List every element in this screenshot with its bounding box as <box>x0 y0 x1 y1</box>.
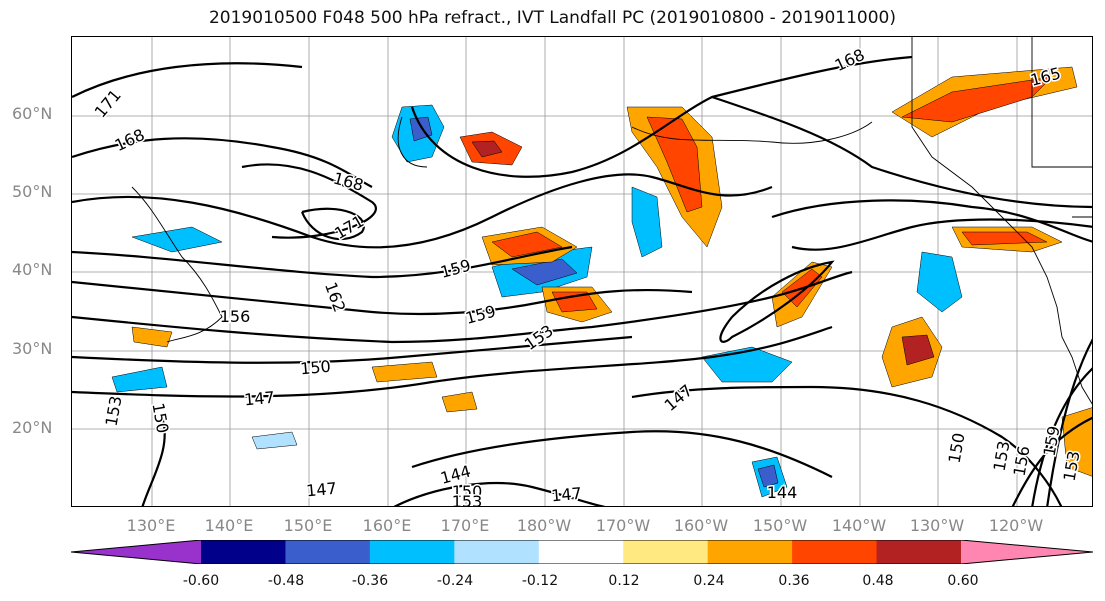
colorbar-tick: 0.48 <box>862 573 894 589</box>
anomaly-shading <box>111 66 1092 498</box>
contour-label: 150 <box>452 482 483 501</box>
colorbar-bin <box>285 540 371 564</box>
contour-label: 147 <box>661 381 697 415</box>
contour-label: 168 <box>331 169 365 195</box>
colorbar-tick: 0.36 <box>778 573 810 589</box>
shade-darkred-bering <box>471 140 503 158</box>
shade-red-coast <box>961 231 1048 246</box>
lat-label-30n: 30°N <box>12 339 53 358</box>
colorbar-tick: 0.12 <box>608 573 640 589</box>
colorbar-bin <box>538 540 624 564</box>
lon-label-130w: 130°W <box>909 516 965 535</box>
colorbar-bin <box>369 540 455 564</box>
contour-label: 156 <box>1010 444 1034 477</box>
shade-red-40n <box>491 231 563 258</box>
contour-label: 147 <box>305 479 337 501</box>
shade-orange-japan <box>131 326 173 348</box>
colorbar-tick: 0.60 <box>947 573 979 589</box>
colorbar-tick: -0.12 <box>521 573 559 589</box>
shade-blue-140e <box>131 226 223 253</box>
height-contours <box>72 55 1092 506</box>
lon-label-160w: 160°W <box>673 516 729 535</box>
contour-label: 153 <box>990 439 1014 472</box>
lon-label-170w: 170°W <box>595 516 651 535</box>
contour-label: 168 <box>832 45 868 75</box>
colorbar-tick: -0.24 <box>436 573 474 589</box>
lon-label-170e: 170°E <box>440 516 490 535</box>
shade-blue-mid <box>631 186 663 258</box>
colorbar-bin <box>792 540 878 564</box>
shade-blue-west <box>111 366 168 393</box>
contour-label: 153 <box>102 394 126 427</box>
contour-label: 147 <box>243 388 275 410</box>
contour-label: 159 <box>438 256 472 282</box>
colorbar-bin <box>201 540 286 564</box>
colorbar-tick: -0.36 <box>351 573 389 589</box>
lon-label-150e: 150°E <box>283 516 333 535</box>
lat-label-40n: 40°N <box>12 260 53 279</box>
shade-darkred-30n-east <box>901 334 935 366</box>
contour-label: 153 <box>452 492 483 507</box>
contour-label: 168 <box>112 125 148 155</box>
colorbar-tick: -0.60 <box>182 573 220 589</box>
coastlines <box>131 37 1092 405</box>
contour-label: 144 <box>438 462 472 488</box>
colorbar-bin <box>454 540 540 564</box>
contour-label: 150 <box>945 431 969 464</box>
map-title: 2019010500 F048 500 hPa refract., IVT La… <box>208 8 896 28</box>
colorbar-bin <box>707 540 793 564</box>
contour-label: 147 <box>550 484 582 506</box>
shade-blue-lightfill <box>251 431 298 450</box>
lon-label-150w: 150°W <box>752 516 808 535</box>
lon-label-120w: 120°W <box>988 516 1044 535</box>
contour-label: 144 <box>767 483 798 502</box>
lon-label-140e: 140°E <box>204 516 254 535</box>
contour-label: 159 <box>463 302 497 328</box>
contour-label: 150 <box>299 357 331 379</box>
lon-label-140w: 140°W <box>831 516 887 535</box>
colorbar-tick: -0.48 <box>267 573 305 589</box>
shade-blue-east <box>916 251 963 313</box>
lat-label-20n: 20°N <box>12 418 53 437</box>
shade-orange-se <box>1061 407 1092 477</box>
colorbar-bin <box>876 540 962 564</box>
colorbar-extension-low <box>71 540 201 564</box>
shade-blue-south-inner <box>757 464 779 488</box>
contour-label: 159 <box>1040 424 1064 457</box>
lon-label-160e: 160°E <box>362 516 412 535</box>
colorbar-extension-high <box>961 540 1093 564</box>
lat-label-60n: 60°N <box>12 104 53 123</box>
lon-label-130e: 130°E <box>126 516 176 535</box>
shade-red-ne <box>901 76 1053 123</box>
contour-label: 153 <box>521 321 557 354</box>
lon-label-180w: 180°W <box>516 516 572 535</box>
colorbar-bin <box>623 540 709 564</box>
colorbar-tick: 0.24 <box>693 573 725 589</box>
map-panel: 171 168 168 171 165 168 159 162 156 159 153 150 147 1… <box>71 36 1093 507</box>
colorbar <box>71 540 1093 564</box>
shade-orange-170e <box>371 361 438 383</box>
lat-label-50n: 50°N <box>12 182 53 201</box>
contour-label: 153 <box>1060 449 1084 482</box>
contour-label: 162 <box>321 280 349 315</box>
shade-orange-175w <box>441 391 478 413</box>
contour-label: 156 <box>220 307 251 326</box>
